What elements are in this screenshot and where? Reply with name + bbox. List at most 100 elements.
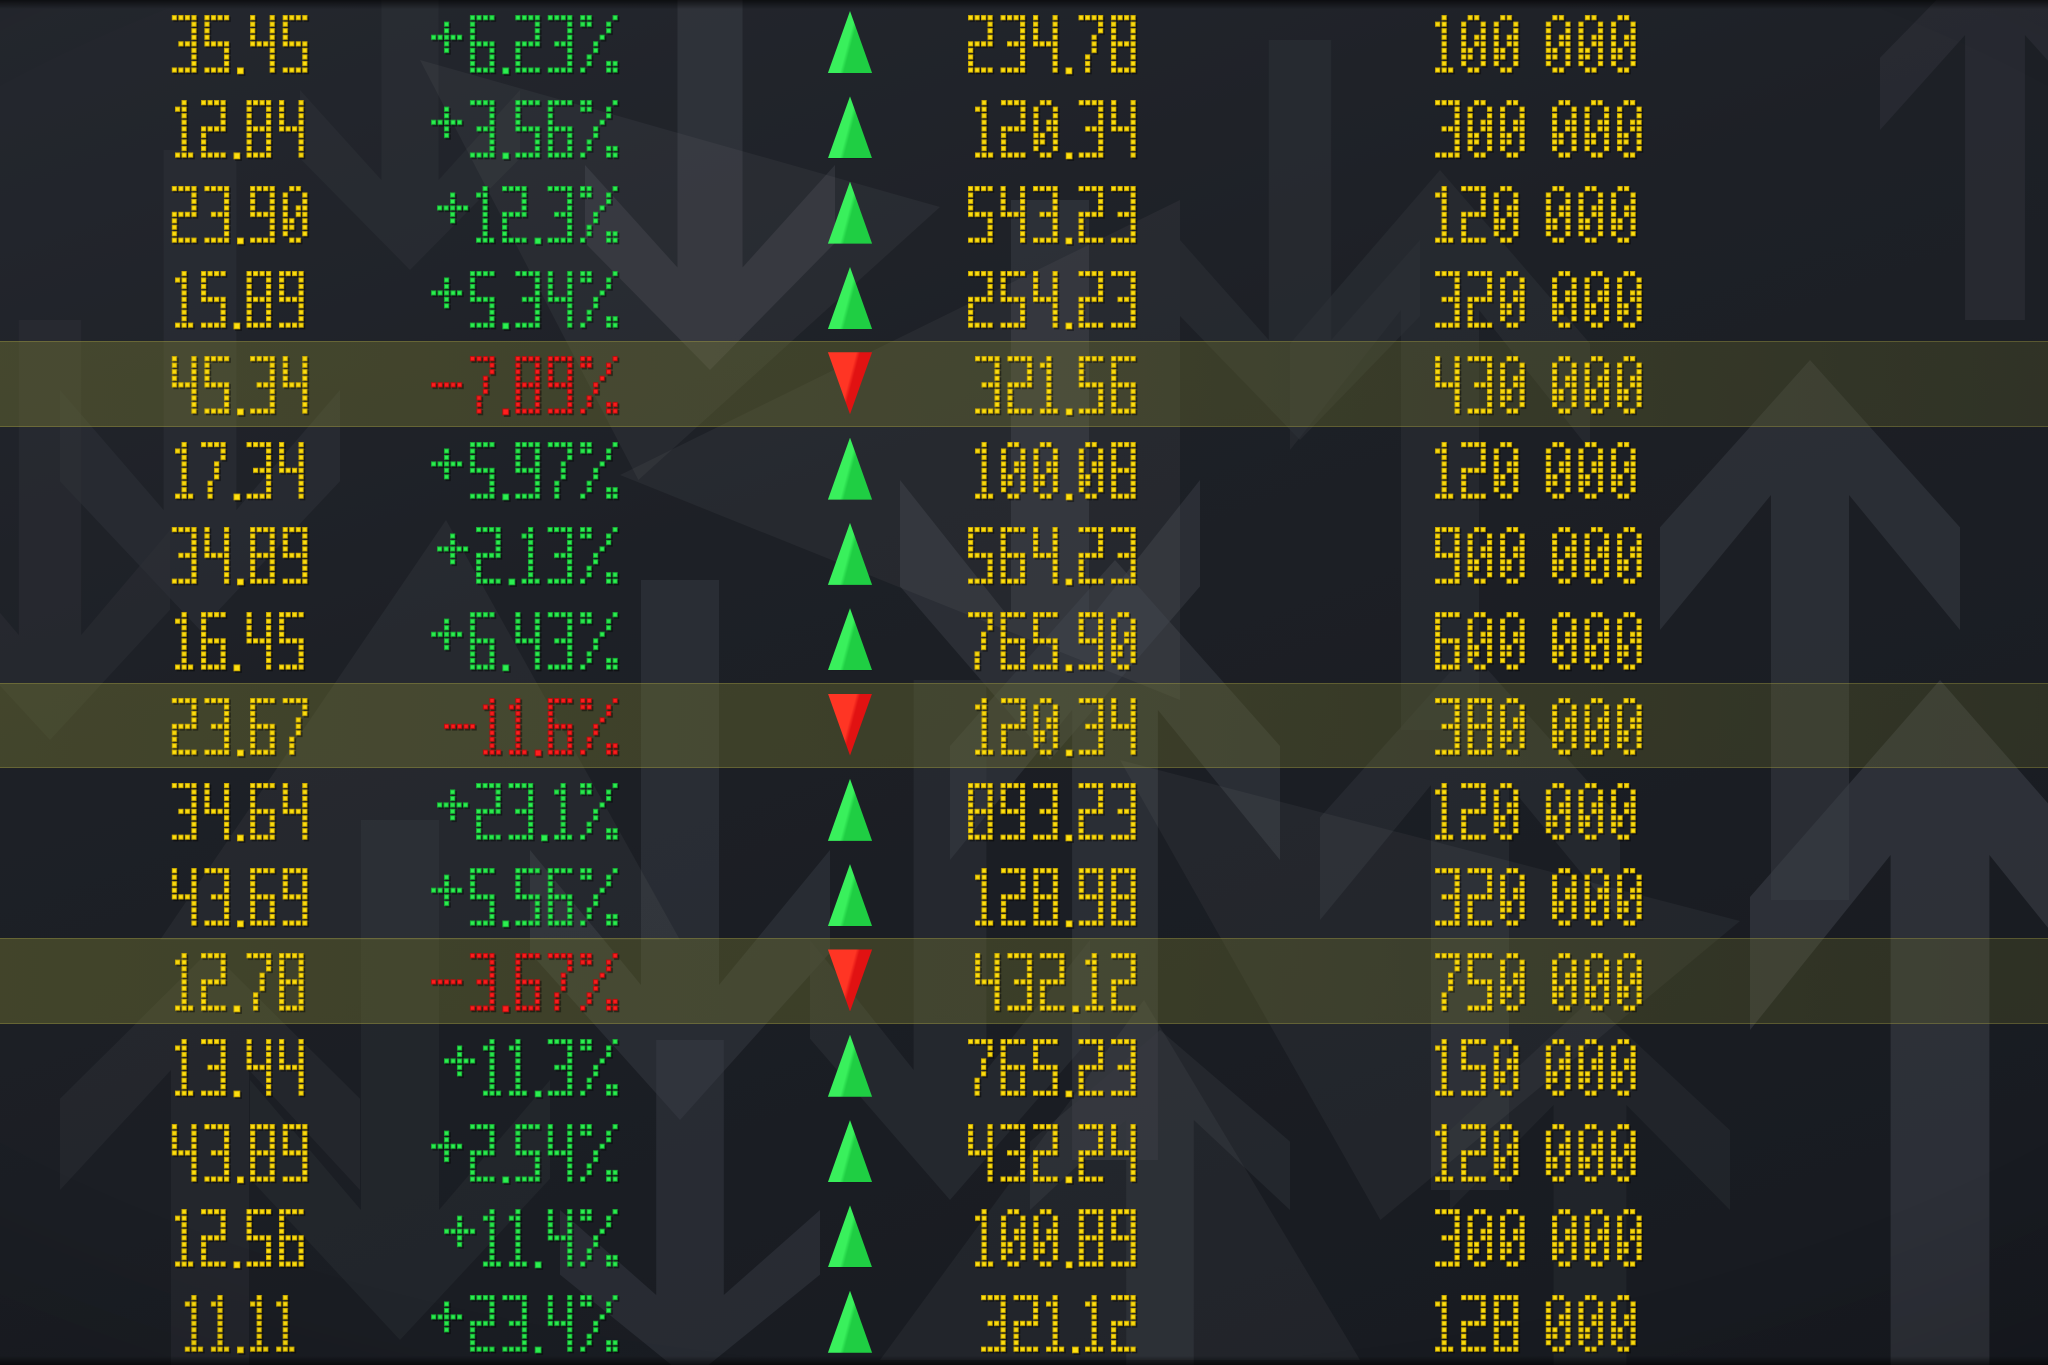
volume-led — [1432, 1291, 1640, 1357]
value-cell — [965, 267, 1140, 337]
volume-cell — [1432, 267, 1646, 337]
value-cell — [971, 694, 1140, 764]
trend-up-triangle-icon — [827, 1290, 873, 1353]
price-led — [172, 950, 308, 1015]
change-percent-cell — [427, 97, 622, 166]
value-led — [971, 950, 1140, 1015]
price-led — [172, 1206, 308, 1271]
ticker-row-highlighted — [0, 682, 2048, 768]
value-led — [965, 1035, 1140, 1101]
volume-cell — [1432, 1206, 1646, 1275]
trend-down-triangle-icon — [827, 949, 873, 1012]
trend-up-triangle-icon — [827, 1205, 873, 1268]
trend-up-triangle-icon — [827, 1034, 873, 1097]
volume-led — [1432, 438, 1640, 504]
price-led — [168, 1121, 312, 1186]
change-percent-cell — [434, 182, 622, 252]
trend-up-triangle-icon — [827, 181, 873, 244]
value-cell — [965, 609, 1140, 678]
ticker-row — [0, 853, 2048, 938]
change-percent-led — [440, 694, 622, 759]
price-cell — [172, 438, 308, 508]
value-cell — [971, 97, 1140, 166]
ticker-row — [0, 1194, 2048, 1279]
ticker-row — [0, 256, 2048, 341]
trend-up-triangle-icon — [827, 266, 873, 329]
price-cell — [168, 865, 312, 934]
change-percent-led — [427, 353, 622, 418]
change-percent-cell — [427, 438, 622, 508]
price-cell — [181, 1291, 299, 1361]
price-led — [168, 694, 312, 759]
change-percent-cell — [427, 1291, 622, 1361]
change-percent-led — [427, 267, 622, 333]
trend-up-triangle-icon — [827, 11, 873, 73]
value-cell — [971, 950, 1140, 1019]
value-led — [965, 779, 1140, 845]
change-percent-cell — [427, 609, 622, 678]
ticker-row — [0, 171, 2048, 256]
change-percent-cell — [427, 865, 622, 934]
change-percent-led — [434, 182, 622, 248]
price-led — [168, 865, 312, 930]
change-percent-cell — [427, 1121, 622, 1190]
volume-cell — [1432, 523, 1646, 593]
volume-cell — [1432, 438, 1640, 508]
trend-up-triangle-icon — [827, 1120, 873, 1183]
change-percent-cell — [434, 523, 622, 593]
change-percent-led — [427, 438, 622, 504]
price-led — [168, 779, 312, 845]
volume-cell — [1432, 950, 1646, 1019]
value-led — [971, 694, 1140, 759]
price-cell — [168, 353, 312, 422]
value-led — [978, 1291, 1140, 1357]
value-led — [971, 1206, 1140, 1271]
volume-led — [1432, 182, 1640, 248]
volume-cell — [1432, 182, 1640, 252]
volume-led — [1432, 950, 1646, 1015]
ticker-row — [0, 512, 2048, 597]
price-cell — [168, 1121, 312, 1190]
change-percent-led — [427, 1291, 622, 1357]
volume-led — [1432, 779, 1640, 845]
volume-led — [1432, 97, 1646, 162]
change-percent-cell — [440, 1035, 622, 1105]
volume-cell — [1432, 865, 1646, 934]
volume-cell — [1432, 779, 1640, 849]
change-percent-led — [427, 865, 622, 930]
change-percent-cell — [434, 779, 622, 849]
change-percent-led — [440, 1206, 622, 1271]
price-cell — [172, 267, 308, 337]
ticker-row — [0, 1024, 2048, 1109]
trend-down-triangle-icon — [827, 352, 873, 415]
value-cell — [971, 1206, 1140, 1275]
value-led — [965, 182, 1140, 248]
price-led — [168, 182, 312, 248]
volume-led — [1432, 12, 1640, 77]
change-percent-led — [434, 523, 622, 589]
volume-led — [1432, 865, 1646, 930]
change-percent-led — [427, 609, 622, 674]
change-percent-cell — [440, 694, 622, 764]
price-cell — [168, 523, 312, 593]
volume-cell — [1432, 1291, 1640, 1361]
ticker-row — [0, 1109, 2048, 1194]
change-percent-cell — [427, 12, 622, 81]
value-led — [965, 609, 1140, 674]
price-led — [181, 1291, 299, 1357]
ticker-row — [0, 0, 2048, 85]
trend-up-triangle-icon — [827, 522, 873, 585]
price-cell — [168, 779, 312, 849]
volume-led — [1432, 267, 1646, 333]
trend-up-triangle-icon — [827, 96, 873, 159]
value-cell — [965, 523, 1140, 593]
value-cell — [965, 182, 1140, 252]
value-cell — [971, 865, 1140, 934]
value-led — [965, 523, 1140, 589]
price-cell — [168, 182, 312, 252]
change-percent-cell — [427, 353, 622, 422]
trend-up-triangle-icon — [827, 778, 873, 841]
value-cell — [965, 1035, 1140, 1105]
